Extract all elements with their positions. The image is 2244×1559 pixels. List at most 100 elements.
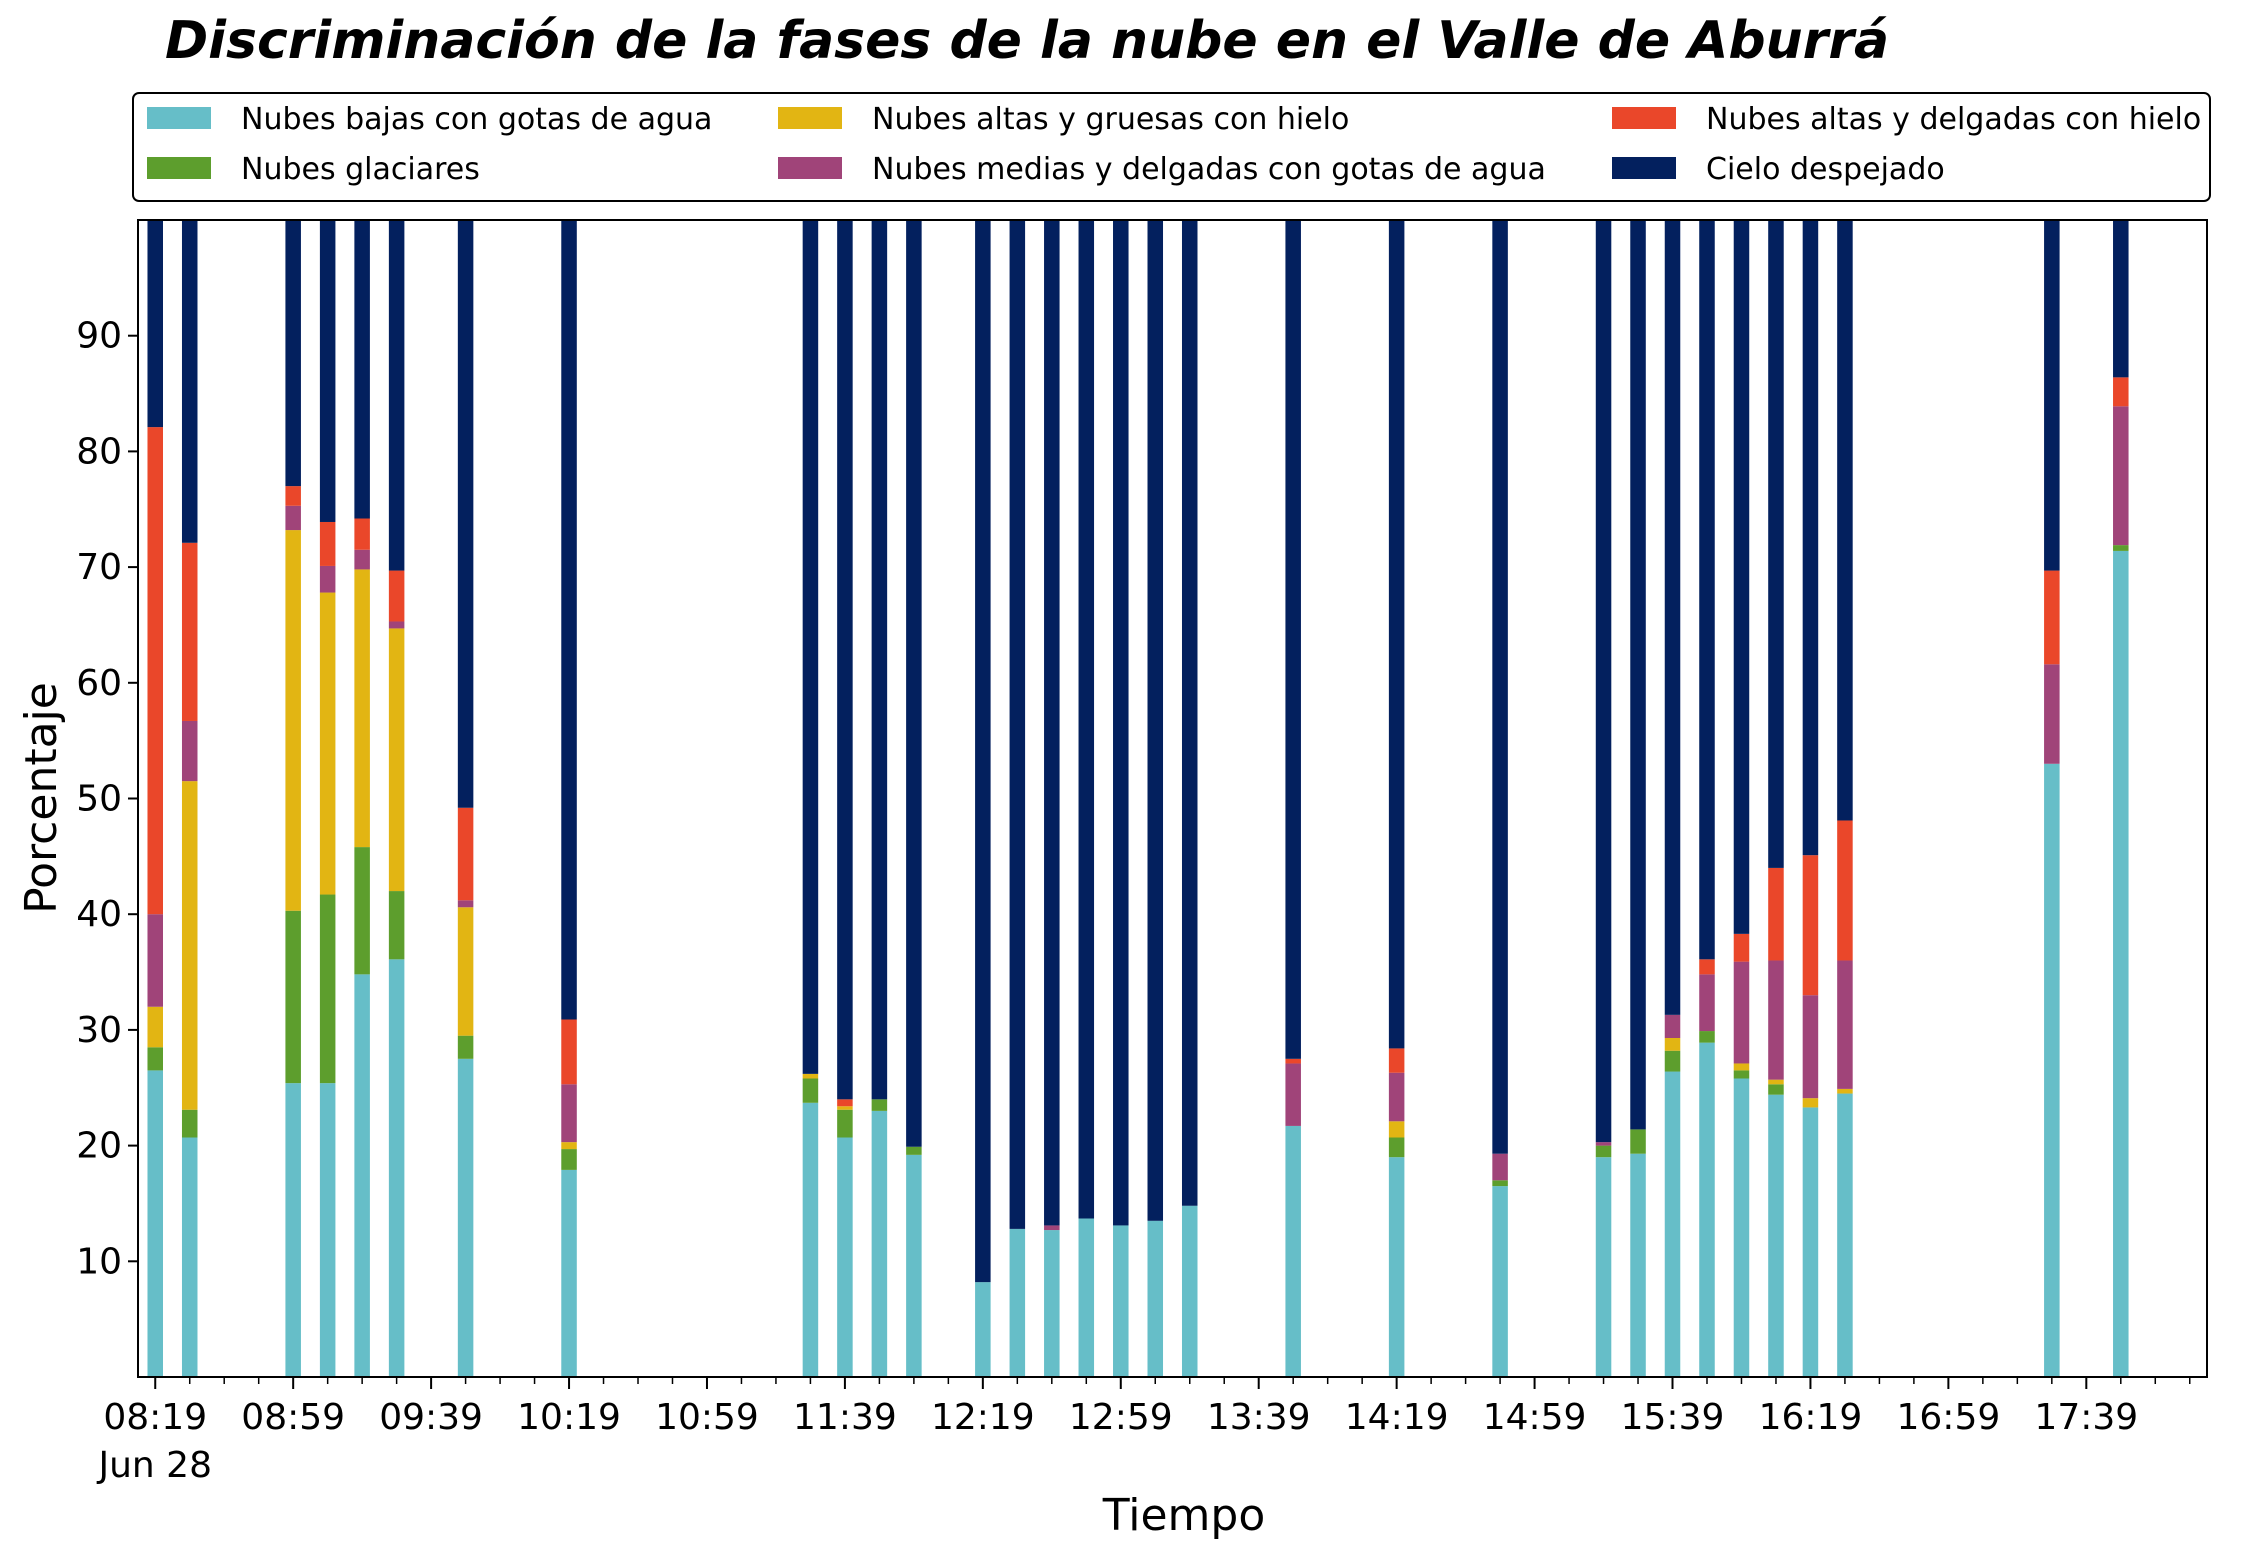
bar-segment <box>1595 1157 1612 1377</box>
y-axis-label: Porcentaje <box>16 682 67 914</box>
bar-segment <box>1630 220 1646 1130</box>
bar-segment <box>1285 1058 1301 1064</box>
x-tick-label: 14:59 <box>1483 1397 1587 1438</box>
x-tick-label: 14:19 <box>1345 1397 1449 1438</box>
bar-segment <box>1630 1153 1646 1377</box>
bar-segment <box>1595 1145 1612 1158</box>
x-tick-label: 16:59 <box>1897 1397 2001 1438</box>
bar-segment <box>319 220 336 522</box>
bar-segment <box>181 220 198 543</box>
bar-segment <box>1009 220 1026 1229</box>
bar-segment <box>561 1084 577 1143</box>
bar-segment <box>871 220 888 1100</box>
x-tick-sublabel: Jun 28 <box>96 1445 212 1486</box>
bar-segment <box>2113 406 2129 546</box>
bar-segment <box>354 518 370 550</box>
bar-segment <box>975 1282 991 1377</box>
bar-segment <box>285 530 301 911</box>
bar-segment <box>1147 1220 1164 1377</box>
x-tick-label: 12:59 <box>1069 1397 1173 1438</box>
bar-segment <box>1664 1071 1681 1377</box>
bar-segment <box>1181 220 1198 1206</box>
bar-segment <box>871 1099 888 1111</box>
y-tick-label: 70 <box>76 547 122 588</box>
bar-segment <box>906 1154 922 1377</box>
bar-segment <box>561 1019 577 1085</box>
bar-segment <box>561 1149 577 1170</box>
y-tick-label: 90 <box>76 316 122 357</box>
x-axis-label: Tiempo <box>1102 1490 1266 1541</box>
bar-segment <box>388 570 405 622</box>
chart-title: Discriminación de la fases de la nube en… <box>165 11 1889 71</box>
bar-segment <box>147 220 163 428</box>
bar-segment <box>1802 220 1819 856</box>
legend-frame <box>132 92 2211 202</box>
bar-segment <box>457 907 474 1036</box>
bar-segment <box>802 1073 819 1079</box>
bar-segment <box>2044 570 2060 665</box>
bar-segment <box>457 900 474 908</box>
bar-segment <box>388 628 405 892</box>
bar-segment <box>1664 220 1681 1015</box>
bar-segment <box>388 959 405 1377</box>
bar-segment <box>1113 1225 1129 1377</box>
legend-label: Nubes altas y delgadas con hielo <box>1706 102 2201 137</box>
bar-segment <box>1492 1180 1508 1187</box>
legend-label: Nubes bajas con gotas de agua <box>241 102 712 137</box>
bar-segment <box>1733 220 1750 934</box>
bar-segment <box>837 1106 853 1110</box>
bar-segment <box>1595 1142 1612 1146</box>
bar-segment <box>1699 220 1715 960</box>
bar-segment <box>1768 960 1784 1080</box>
bar-segment <box>388 891 405 960</box>
bar-segment <box>975 220 991 1283</box>
bar-segment <box>1595 220 1612 1143</box>
x-tick-label: 17:39 <box>2034 1397 2138 1438</box>
bar-segment <box>1768 1079 1784 1085</box>
bar-segment <box>1733 1063 1750 1071</box>
bar-segment <box>1285 1125 1301 1377</box>
bar-segment <box>457 220 474 808</box>
legend-label: Nubes glaciares <box>241 152 480 187</box>
x-tick-label: 08:59 <box>241 1397 345 1438</box>
bar-segment <box>837 1099 853 1107</box>
legend-label: Cielo despejado <box>1706 152 1945 187</box>
bar-segment <box>285 1083 301 1377</box>
x-tick-label: 13:39 <box>1207 1397 1311 1438</box>
bar-segment <box>181 720 198 782</box>
y-axis: 10 20 30 40 50 60 70 80 90 <box>76 316 138 1282</box>
y-tick-label: 50 <box>76 779 122 820</box>
bar-segment <box>906 1146 922 1155</box>
bar-segment <box>1181 1205 1198 1377</box>
bar-segment <box>1388 1048 1405 1073</box>
bar-segment <box>1044 1230 1060 1377</box>
bar-segment <box>147 427 163 915</box>
bar-segment <box>354 569 370 848</box>
bar-segment <box>1388 220 1405 1049</box>
bar-segment <box>2113 377 2129 407</box>
bar-segment <box>1802 1098 1819 1108</box>
y-tick-label: 40 <box>76 894 122 935</box>
bar-segment <box>802 1102 819 1377</box>
legend-label: Nubes altas y gruesas con hielo <box>872 102 1349 137</box>
bar-segment <box>1837 1093 1853 1377</box>
bar-segment <box>837 1137 853 1377</box>
bar-segment <box>1388 1137 1405 1158</box>
bar-segment <box>354 974 370 1377</box>
bar-segment <box>802 220 819 1074</box>
bar-segment <box>2044 220 2060 571</box>
bar-segment <box>1802 855 1819 996</box>
x-tick-label: 10:19 <box>517 1397 621 1438</box>
bar-segment <box>1664 1014 1681 1038</box>
bar-segment <box>1285 1063 1301 1126</box>
bar-segment <box>285 486 301 506</box>
bar-segment <box>1768 220 1784 868</box>
bar-segment <box>1492 1153 1508 1181</box>
bar-segment <box>319 592 336 895</box>
bar-segment <box>457 1035 474 1059</box>
x-tick-label: 15:39 <box>1621 1397 1725 1438</box>
bar-segment <box>388 621 405 629</box>
bar-segment <box>457 1058 474 1377</box>
bar-segment <box>319 894 336 1084</box>
bar-segment <box>1388 1072 1405 1122</box>
